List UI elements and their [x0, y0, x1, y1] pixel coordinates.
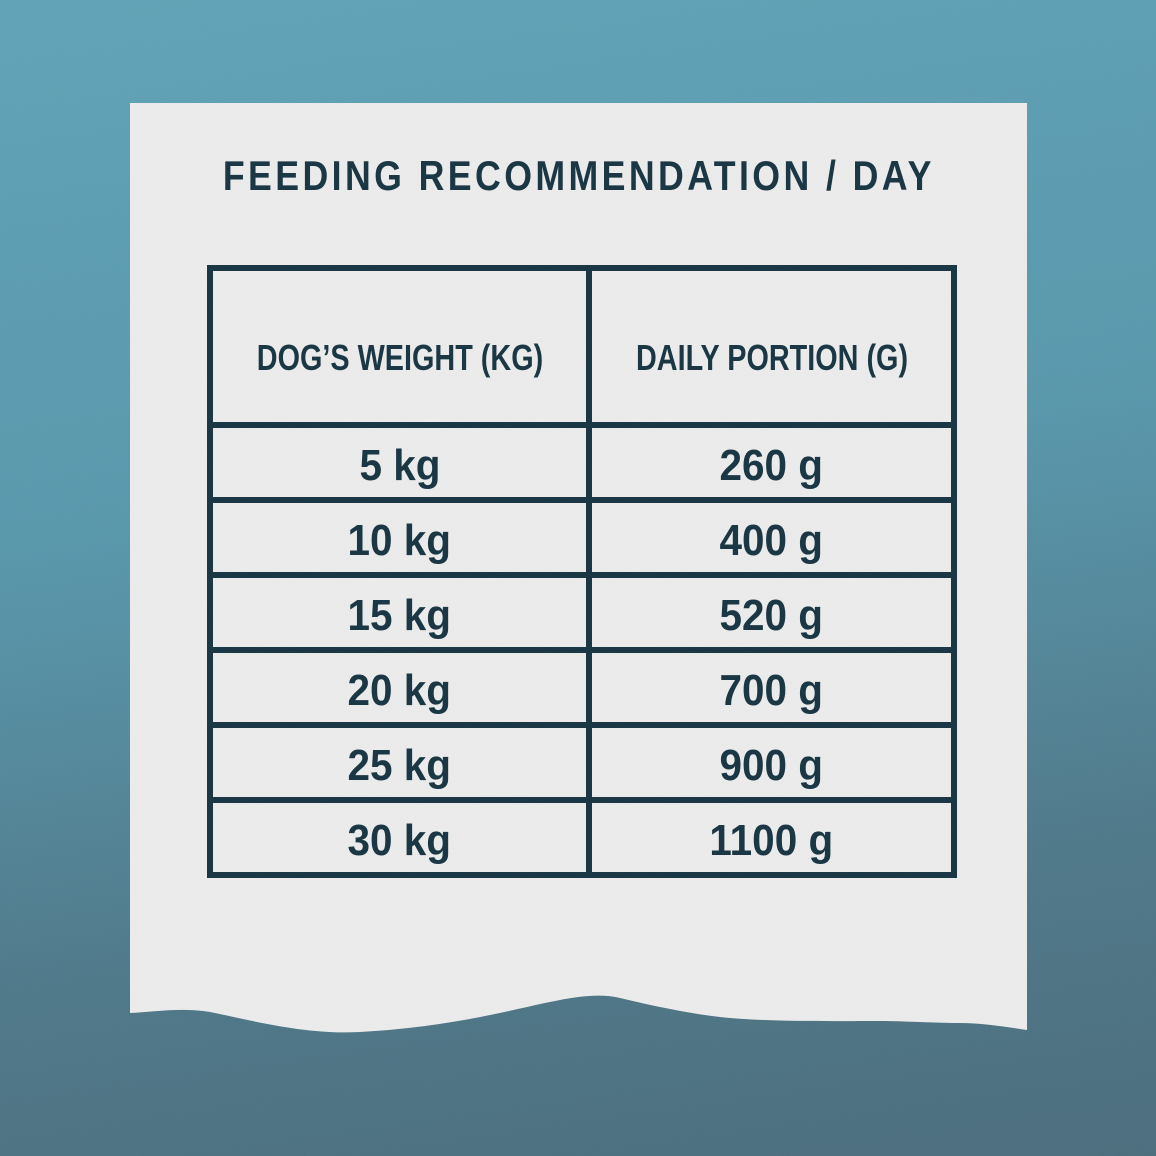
table-row-portion-cell: 520 g — [592, 578, 951, 647]
weight-cell: 20 kg — [347, 665, 452, 715]
portion-cell: 400 g — [719, 515, 824, 565]
table-row-weight-cell: 15 kg — [213, 578, 587, 647]
weight-cell: 5 kg — [359, 440, 441, 490]
portion-cell: 260 g — [719, 440, 824, 490]
column-header-dogs-weight-label: DOG’S WEIGHT (KG) — [256, 336, 543, 378]
weight-cell: 30 kg — [347, 815, 452, 865]
weight-cell: 15 kg — [347, 590, 452, 640]
portion-cell: 700 g — [719, 665, 824, 715]
table-row-portion-cell: 400 g — [592, 503, 951, 572]
column-header-daily-portion: DAILY PORTION (G) — [592, 271, 951, 422]
column-header-dogs-weight: DOG’S WEIGHT (KG) — [213, 271, 587, 422]
table-row-portion-cell: 700 g — [592, 653, 951, 722]
label-paper-panel: FEEDING RECOMMENDATION / DAY DOG’S WEIGH… — [130, 103, 1027, 980]
table-row-portion-cell: 1100 g — [592, 803, 951, 872]
table-row-weight-cell: 25 kg — [213, 728, 587, 797]
portion-cell: 900 g — [719, 740, 824, 790]
torn-paper-edge — [130, 979, 1027, 1033]
portion-cell: 1100 g — [709, 815, 834, 865]
portion-cell: 520 g — [719, 590, 824, 640]
weight-cell: 10 kg — [347, 515, 452, 565]
table-row-weight-cell: 20 kg — [213, 653, 587, 722]
torn-paper-edge-shape — [130, 979, 1027, 1033]
table-row-weight-cell: 5 kg — [213, 428, 587, 497]
table-row-portion-cell: 260 g — [592, 428, 951, 497]
table-row-portion-cell: 900 g — [592, 728, 951, 797]
weight-cell: 25 kg — [347, 740, 452, 790]
column-header-daily-portion-label: DAILY PORTION (G) — [635, 336, 908, 378]
table-row-weight-cell: 30 kg — [213, 803, 587, 872]
page-title-text: FEEDING RECOMMENDATION / DAY — [222, 152, 935, 199]
feeding-table: DOG’S WEIGHT (KG) DAILY PORTION (G) 5 kg… — [207, 265, 957, 878]
page-title: FEEDING RECOMMENDATION / DAY — [130, 155, 1027, 197]
table-row-weight-cell: 10 kg — [213, 503, 587, 572]
